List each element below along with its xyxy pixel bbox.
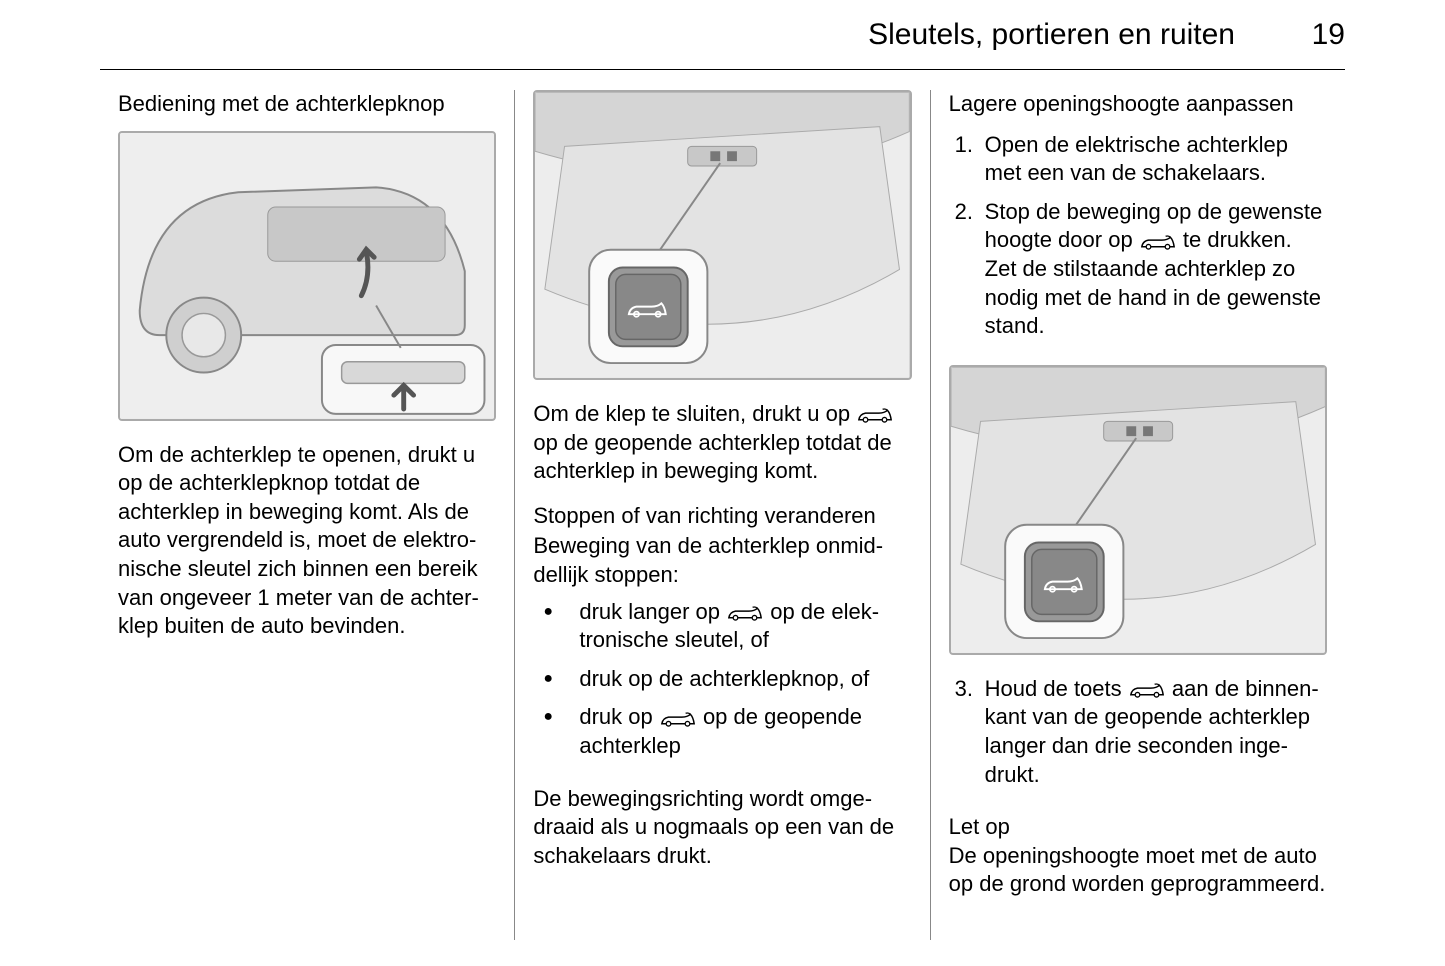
tailgate-interior-illustration	[535, 92, 909, 378]
figure-tailgate-button-interior	[533, 90, 911, 380]
col3-ordered-list-part1: Open de elektrische achterklep met een v…	[949, 131, 1327, 351]
figure-tailgate-button-interior-2	[949, 365, 1327, 655]
note-label: Let op	[949, 813, 1327, 842]
content-columns: Bediening met de achterklepknop	[0, 90, 1445, 940]
figure-tailgate-button-exterior	[118, 131, 496, 421]
note-text: De openingshoogte moet met de auto op de…	[949, 842, 1327, 899]
column-1: Bediening met de achterklepknop	[100, 90, 515, 940]
col2-bullet-list: druk langer op op de elek­tronische sleu…	[533, 598, 911, 771]
text-fragment: druk op	[579, 704, 659, 729]
suv-rear-illustration	[120, 133, 494, 419]
col2-paragraph-2: Beweging van de achterklep onmid­dellijk…	[533, 532, 911, 589]
list-item: druk op op de geopende achterklep	[561, 703, 911, 760]
col1-heading: Bediening met de achterklepknop	[118, 90, 496, 119]
col2-paragraph-3: De bewegingsrichting wordt omge­draaid a…	[533, 785, 911, 871]
car-tailgate-icon	[856, 406, 894, 424]
col3-heading: Lagere openingshoogte aanpassen	[949, 90, 1327, 119]
list-item: Open de elektrische achterklep met een v…	[949, 131, 1327, 188]
car-tailgate-icon	[1128, 681, 1166, 699]
col3-ordered-list-part2: Houd de toets aan de binnen­kant van de …	[949, 675, 1327, 799]
text-fragment: druk langer op	[579, 599, 726, 624]
car-tailgate-icon	[726, 604, 764, 622]
list-item: druk langer op op de elek­tronische sleu…	[561, 598, 911, 655]
text-fragment: Om de klep te sluiten, drukt u op	[533, 401, 856, 426]
col2-paragraph-1: Om de klep te sluiten, drukt u op op de …	[533, 400, 911, 486]
text-fragment: op de geopende achterklep totdat de acht…	[533, 430, 891, 484]
col1-paragraph: Om de achterklep te openen, drukt u op d…	[118, 441, 496, 641]
tailgate-interior-illustration-2	[951, 367, 1325, 653]
column-2: Om de klep te sluiten, drukt u op op de …	[515, 90, 930, 940]
section-title: Sleutels, portieren en ruiten	[868, 18, 1235, 52]
page-header: Sleutels, portieren en ruiten 19	[100, 0, 1345, 70]
list-item: Stop de beweging op de gewen­ste hoogte …	[949, 198, 1327, 341]
manual-page: Sleutels, portieren en ruiten 19 Bedieni…	[0, 0, 1445, 966]
list-item: Houd de toets aan de binnen­kant van de …	[949, 675, 1327, 789]
text-fragment: Houd de toets	[985, 676, 1128, 701]
car-tailgate-icon	[1139, 233, 1177, 251]
col2-subheading: Stoppen of van richting veranderen	[533, 502, 911, 531]
column-3: Lagere openingshoogte aanpassen Open de …	[931, 90, 1345, 940]
page-number: 19	[1312, 18, 1345, 52]
car-tailgate-icon	[659, 710, 697, 728]
list-item: druk op de achterklepknop, of	[561, 665, 911, 694]
